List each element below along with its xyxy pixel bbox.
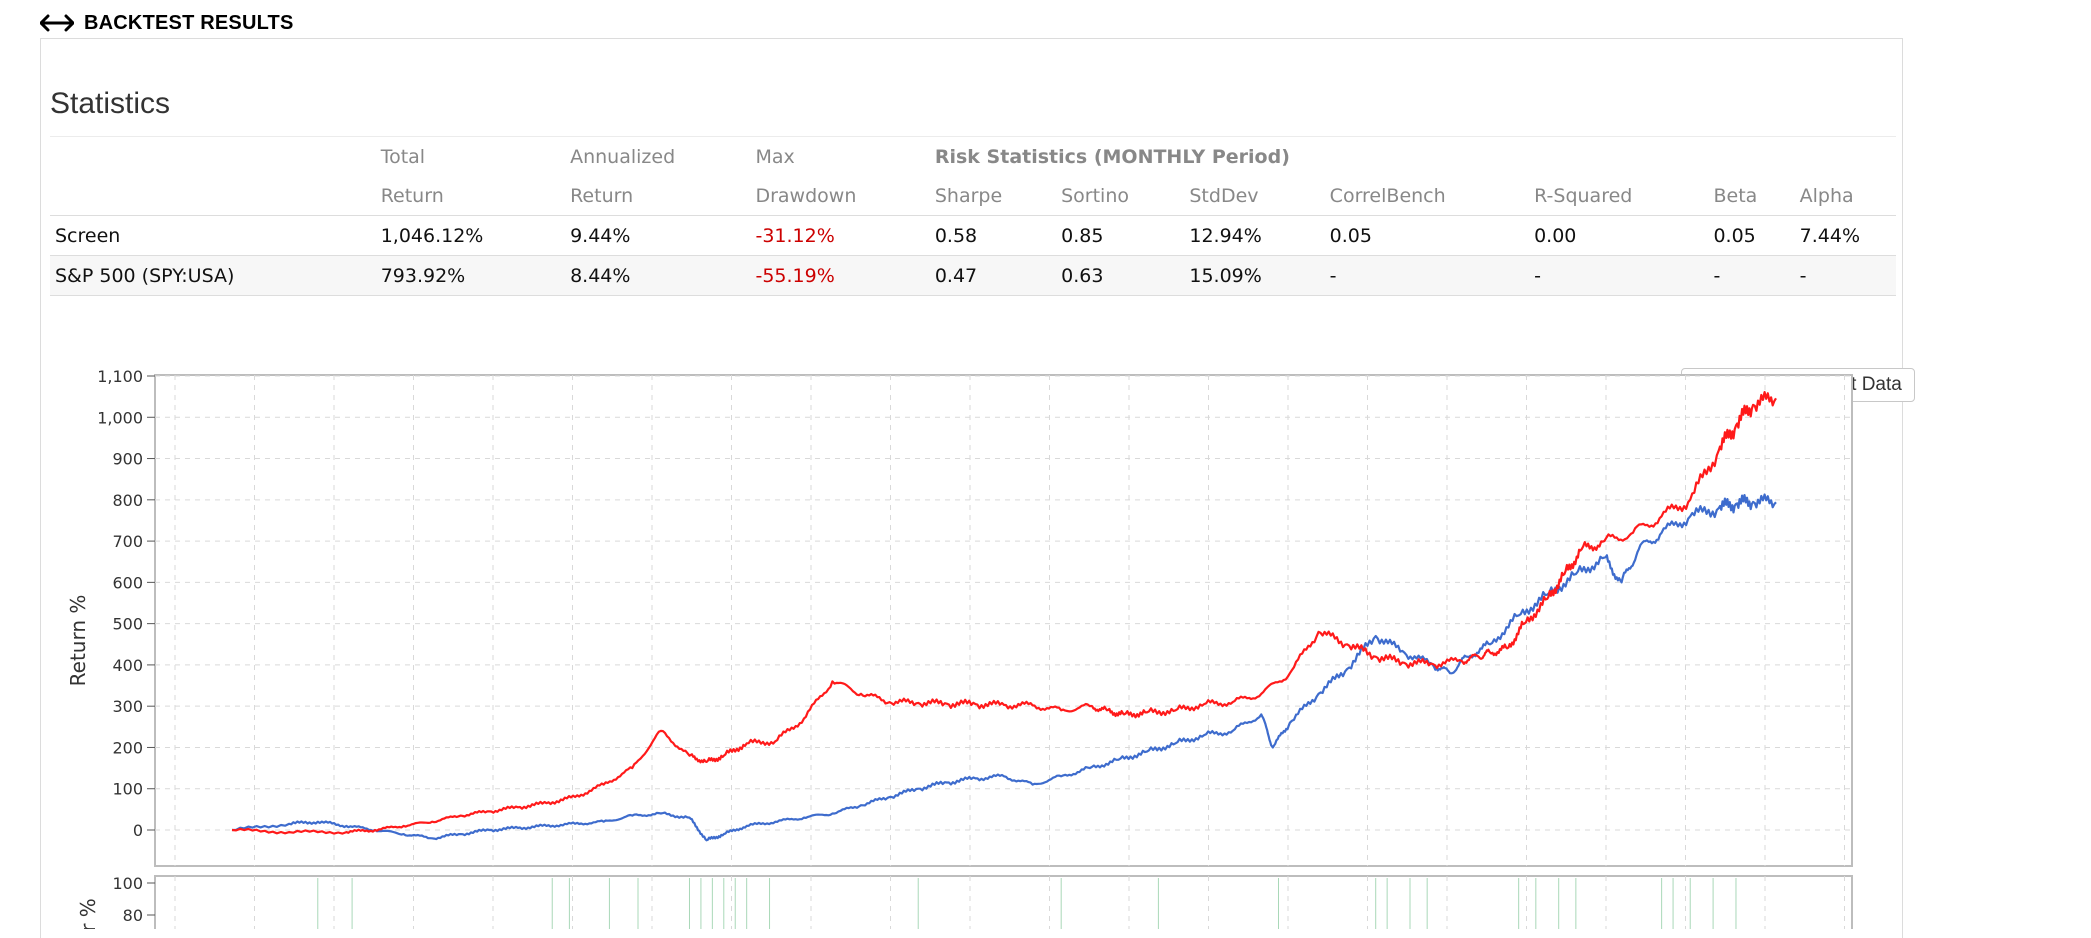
header-cell[interactable]: Sharpe: [934, 184, 1003, 207]
expand-horizontal-icon[interactable]: [40, 13, 74, 33]
results-panel: Statistics Total Annualized Max Risk Sta…: [40, 38, 1915, 938]
y-tick-label: 500: [112, 615, 143, 634]
row-name: Screen: [50, 215, 376, 256]
statistics-title: Statistics: [50, 87, 171, 120]
risk-statistics-header: Risk Statistics (MONTHLY Period): [929, 136, 1896, 176]
header-cell[interactable]: Beta: [1713, 184, 1758, 207]
y-tick-label: 800: [112, 491, 143, 510]
sortino-cell: 0.63: [1056, 255, 1185, 296]
header-row-bottom: Return Return Drawdown Sharpe Sortino St…: [50, 176, 1896, 216]
y-tick-label: 1,100: [97, 367, 143, 386]
header-row-top: Total Annualized Max Risk Statistics (MO…: [50, 136, 1896, 176]
header-cell: [50, 136, 376, 176]
plot-frame: [154, 374, 1853, 867]
header-cell[interactable]: R-Squared: [1534, 184, 1633, 207]
beta-cell: -: [1708, 255, 1795, 296]
header-cell[interactable]: Alpha: [1799, 184, 1854, 207]
table-row: S&P 500 (SPY:USA) 793.92% 8.44% -55.19% …: [50, 255, 1896, 296]
sortino-cell: 0.85: [1056, 215, 1185, 256]
subplot-frame: [154, 875, 1853, 929]
header-cell[interactable]: Sortino: [1061, 184, 1130, 207]
beta-cell: 0.05: [1708, 215, 1795, 256]
y-tick-label: 100: [112, 780, 143, 799]
page-title: BACKTEST RESULTS: [84, 11, 294, 34]
alpha-cell: -: [1794, 255, 1896, 296]
annualized-return-cell: 9.44%: [565, 215, 751, 256]
table-row: Screen 1,046.12% 9.44% -31.12% 0.58 0.85…: [50, 215, 1896, 256]
y-axis-label: Return %: [66, 595, 90, 687]
sharpe-cell: 0.58: [929, 215, 1057, 256]
sharpe-cell: 0.47: [929, 255, 1057, 296]
r-squared-cell: -: [1529, 255, 1709, 296]
statistics-table: Total Annualized Max Risk Statistics (MO…: [50, 136, 1896, 296]
y-tick-label: 300: [112, 697, 143, 716]
max-drawdown-cell: -55.19%: [750, 255, 930, 296]
y-tick-label: 600: [112, 573, 143, 592]
y-tick-label: 700: [112, 532, 143, 551]
r-squared-cell: 0.00: [1529, 215, 1709, 256]
header-cell[interactable]: StdDev: [1189, 184, 1259, 207]
series-line: [231, 391, 1777, 835]
y-tick-label: 0: [133, 821, 143, 840]
header-cell[interactable]: Annualized: [565, 136, 751, 176]
header-cell[interactable]: Total: [375, 136, 566, 176]
total-return-cell: 1,046.12%: [375, 215, 566, 256]
header-cell[interactable]: CorrelBench: [1329, 184, 1446, 207]
y-tick-label: 900: [112, 450, 143, 469]
stddev-cell: 12.94%: [1184, 215, 1325, 256]
header-cell[interactable]: Return: [570, 184, 634, 207]
subplot-y-axis-label: r %: [76, 898, 100, 929]
annualized-return-cell: 8.44%: [565, 255, 751, 296]
header-cell[interactable]: Max: [750, 136, 930, 176]
total-return-cell: 793.92%: [375, 255, 566, 296]
stddev-cell: 15.09%: [1184, 255, 1325, 296]
y-tick-label: 400: [112, 656, 143, 675]
max-drawdown-cell: -31.12%: [750, 215, 930, 256]
header-cell[interactable]: Return: [380, 184, 444, 207]
subplot-y-tick-label: 80: [123, 906, 143, 925]
subplot-y-tick-label: 100: [112, 874, 143, 893]
row-name: S&P 500 (SPY:USA): [50, 255, 376, 296]
y-tick-label: 1,000: [97, 408, 143, 427]
y-tick-label: 200: [112, 738, 143, 757]
correlbench-cell: -: [1324, 255, 1530, 296]
header-cell[interactable]: Drawdown: [755, 184, 857, 207]
alpha-cell: 7.44%: [1794, 215, 1896, 256]
correlbench-cell: 0.05: [1324, 215, 1530, 256]
page-header: BACKTEST RESULTS: [40, 10, 294, 36]
